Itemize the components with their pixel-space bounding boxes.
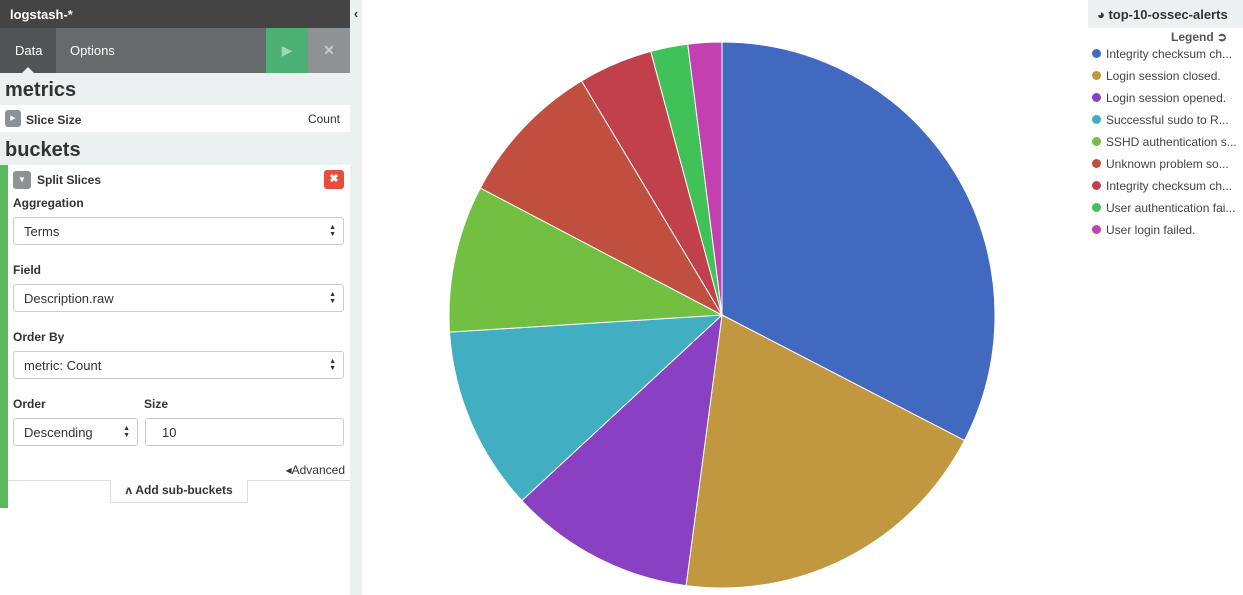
buckets-heading: buckets	[5, 139, 81, 161]
legend-item[interactable]: User authentication fai...	[1092, 201, 1235, 215]
metric-row: ▶ Slice Size Count	[0, 105, 350, 132]
legend-label: SSHD authentication s...	[1106, 135, 1237, 149]
legend-dot	[1092, 137, 1101, 146]
field-label: Order	[13, 397, 46, 411]
legend-dot	[1092, 181, 1101, 190]
legend-item[interactable]: Integrity checksum ch...	[1092, 47, 1232, 61]
legend-item[interactable]: Successful sudo to R...	[1092, 113, 1229, 127]
pie-slice[interactable]	[521, 313, 723, 587]
apply-button[interactable]: ▶	[266, 28, 308, 73]
data-tab[interactable]: Data	[0, 28, 56, 73]
field-label: Size	[144, 397, 169, 411]
button-label: Add sub-buckets	[135, 483, 233, 497]
top-bar: logstash-*	[0, 0, 350, 28]
agg-value: Count	[307, 112, 340, 126]
toggle[interactable]: ▼	[13, 171, 31, 189]
pie-slice[interactable]	[687, 41, 723, 316]
select-value: Descending	[24, 425, 93, 440]
tab-label: Data	[15, 43, 43, 58]
legend-label: Integrity checksum ch...	[1106, 47, 1233, 61]
select-value: metric: Count	[24, 358, 102, 373]
select-value: Terms	[24, 224, 60, 239]
title: top-10-ossec-alerts	[1108, 7, 1228, 22]
pie-slice[interactable]	[448, 187, 724, 333]
sidebar-footer	[0, 508, 350, 595]
legend-item[interactable]: SSHD authentication s...	[1092, 135, 1237, 149]
tab-pointer	[22, 67, 34, 73]
legend-dot	[1092, 49, 1101, 58]
select[interactable]: metric: Count ▲ ▼	[13, 351, 344, 379]
select[interactable]: Description.raw ▲ ▼	[13, 284, 344, 312]
select-arrows: ▲ ▼	[329, 224, 336, 238]
legend-dot	[1092, 71, 1101, 80]
legend-label: Successful sudo to R...	[1106, 113, 1229, 127]
remove-button[interactable]: ✖	[324, 170, 344, 189]
legend-label: Unknown problem so...	[1106, 157, 1229, 171]
pie-slice[interactable]	[449, 314, 724, 502]
legend-label: User login failed.	[1106, 223, 1196, 237]
legend-item[interactable]: User login failed.	[1092, 223, 1195, 237]
legend-dot	[1092, 115, 1101, 124]
agg-label: Split Slices	[37, 173, 102, 187]
index-pattern: logstash-*	[10, 7, 73, 22]
select-arrows: ▲ ▼	[329, 358, 336, 372]
select-value: Description.raw	[24, 291, 114, 306]
legend-dot	[1092, 225, 1101, 234]
select-arrows: ▲ ▼	[123, 425, 130, 439]
pie-slice[interactable]	[685, 314, 966, 589]
legend-label: Login session opened.	[1106, 91, 1227, 105]
options-tab[interactable]: Options	[70, 43, 115, 58]
advanced-label: Advanced	[291, 463, 345, 477]
legend-item[interactable]: Login session opened.	[1092, 91, 1226, 105]
collapse-handle[interactable]: ‹	[350, 0, 362, 595]
legend-item[interactable]: Login session closed.	[1092, 69, 1221, 83]
legend-dot	[1092, 93, 1101, 102]
add-sub-buckets[interactable]: ᴧ Add sub-buckets	[110, 480, 248, 503]
agg-label: Slice Size	[26, 113, 82, 127]
tab-bar: Data Options ▶ ✕	[0, 28, 350, 73]
legend-item[interactable]: Integrity checksum ch...	[1092, 179, 1232, 193]
field-label: Order By	[13, 330, 65, 344]
select[interactable]: Terms ▲ ▼	[13, 217, 344, 245]
pie-slice[interactable]	[479, 80, 724, 317]
discard-button[interactable]: ✕	[308, 28, 350, 73]
advanced-link[interactable]: ◂Advanced	[285, 463, 345, 477]
legend-label: Login session closed.	[1106, 69, 1221, 83]
field-label: Field	[13, 263, 42, 277]
legend-toggle[interactable]: Legend ➲	[1171, 30, 1228, 44]
field-label: Aggregation	[13, 196, 84, 210]
order-select[interactable]: Descending ▲ ▼	[13, 418, 138, 446]
legend-label: User authentication fai...	[1106, 201, 1236, 215]
legend-dot	[1092, 203, 1101, 212]
size-input[interactable]: 10	[145, 418, 344, 446]
pie-chart	[448, 41, 996, 589]
select-arrows: ▲ ▼	[329, 291, 336, 305]
metrics-heading: metrics	[5, 79, 77, 101]
vis-title: ◕ top-10-ossec-alerts	[1088, 0, 1243, 28]
toggle[interactable]: ▶	[5, 110, 21, 127]
legend-label: Integrity checksum ch...	[1106, 179, 1233, 193]
legend-item[interactable]: Unknown problem so...	[1092, 157, 1229, 171]
legend-title: Legend	[1171, 30, 1214, 44]
pie-slice[interactable]	[721, 41, 996, 442]
input-value: 10	[162, 425, 177, 440]
legend-dot	[1092, 159, 1101, 168]
